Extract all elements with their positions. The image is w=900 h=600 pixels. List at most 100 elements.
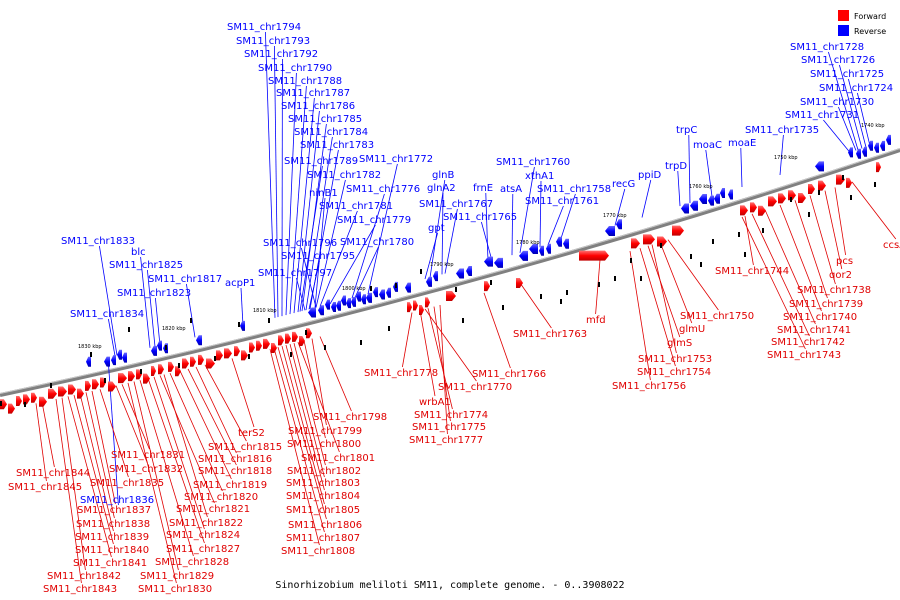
forward-gene-30	[249, 342, 255, 353]
reverse-gene-22	[379, 289, 385, 300]
forward-gene-label: SM11_chr1808	[281, 546, 355, 557]
reverse-gene-12	[325, 299, 330, 310]
reverse-gene-label: SM11_chr1823	[117, 288, 191, 299]
forward-leader-line	[55, 398, 82, 584]
forward-gene-14	[118, 373, 127, 384]
forward-leader-line	[303, 340, 326, 439]
feature-marker	[614, 276, 616, 281]
forward-leader-line	[187, 368, 237, 466]
forward-genes	[0, 162, 881, 414]
legend-reverse-label: Reverse	[854, 27, 886, 36]
forward-gene-57	[798, 193, 806, 204]
feature-marker	[598, 282, 600, 287]
forward-gene-9	[77, 388, 84, 399]
reverse-gene-label: SM11_chr1795	[281, 251, 355, 262]
forward-gene-label: SM11_chr1841	[73, 558, 147, 569]
forward-gene-label: wrbA1	[419, 397, 451, 408]
forward-gene-45	[516, 278, 523, 289]
feature-marker	[540, 294, 542, 299]
reverse-gene-label: SM11_chr1786	[281, 101, 355, 112]
feature-marker	[690, 254, 692, 259]
genome-backbone	[0, 148, 900, 397]
forward-gene-48	[643, 234, 655, 245]
forward-leader-line	[794, 200, 828, 299]
forward-gene-43	[446, 290, 456, 301]
forward-leader-line	[281, 345, 325, 505]
reverse-gene-30	[484, 256, 493, 267]
reverse-gene-46	[728, 189, 733, 200]
forward-leader-line	[824, 190, 843, 270]
reverse-gene-35	[546, 243, 551, 254]
forward-gene-49	[657, 236, 667, 247]
reverse-gene-label: SM11_chr1797	[258, 268, 332, 279]
forward-gene-label: SM11_chr1819	[193, 480, 267, 491]
forward-leader-line	[35, 403, 47, 482]
forward-leader-line	[61, 397, 86, 571]
forward-leader-line	[519, 282, 552, 329]
forward-gene-label: SM11_chr1816	[198, 454, 272, 465]
forward-gene-label: SM11_chr1766	[472, 369, 546, 380]
legend: Forward Reverse	[838, 10, 886, 36]
forward-leader-line	[85, 392, 115, 519]
legend-forward-swatch	[838, 10, 849, 21]
reverse-gene-48	[848, 147, 853, 158]
reverse-gene-label: SM11_chr1780	[340, 237, 414, 248]
forward-gene-31	[256, 340, 262, 351]
forward-gene-11	[92, 379, 99, 390]
forward-gene-label: ccsA	[883, 240, 900, 251]
reverse-leader-line	[828, 51, 859, 150]
reverse-gene-label: moaC	[693, 140, 722, 151]
reverse-gene-label: glnA2	[427, 183, 456, 194]
forward-gene-37	[299, 336, 305, 347]
feature-marker	[214, 356, 216, 361]
reverse-gene-label: SM11_chr1792	[244, 49, 318, 60]
feature-marker	[24, 402, 26, 407]
legend-reverse-swatch	[838, 25, 849, 36]
forward-leader-line	[651, 244, 677, 354]
reverse-leader-line	[641, 179, 652, 218]
reverse-gene-15	[341, 295, 346, 306]
forward-gene-17	[143, 373, 150, 384]
feature-marker	[268, 318, 270, 323]
reverse-gene-label: SM11_chr1730	[800, 97, 874, 108]
forward-gene-label: SM11_chr1778	[364, 368, 438, 379]
reverse-gene-6	[157, 340, 162, 351]
forward-gene-35	[285, 333, 291, 344]
feature-marker	[128, 327, 130, 332]
forward-leader-line	[764, 209, 816, 325]
forward-gene-label: SM11_chr1774	[414, 410, 488, 421]
forward-gene-22	[182, 358, 189, 369]
reverse-gene-label: SM11_chr1817	[148, 274, 222, 285]
forward-gene-label: SM11_chr1805	[286, 505, 360, 516]
forward-leader-line	[179, 370, 232, 480]
forward-gene-label: SM11_chr1827	[166, 544, 240, 555]
reverse-gene-labels: SM11_chr1794 SM11_chr1793 SM11_chr1792 SM11…	[61, 22, 893, 506]
reverse-leader-line	[315, 179, 346, 308]
reverse-gene-13	[331, 302, 336, 313]
reverse-gene-label: SM11_chr1735	[745, 125, 819, 136]
forward-gene-label: SM11_chr1839	[75, 532, 149, 543]
reverse-gene-label: glnB	[432, 170, 454, 181]
forward-gene-32	[263, 338, 270, 349]
forward-leader-line	[115, 385, 148, 464]
forward-gene-label: glmU	[679, 324, 705, 335]
reverse-gene-20	[366, 292, 372, 303]
reverse-gene-47	[815, 161, 824, 172]
forward-leader-line	[427, 308, 453, 410]
feature-marker	[560, 299, 562, 304]
reverse-leader-line	[140, 256, 151, 348]
forward-leader-line	[297, 341, 340, 453]
forward-leader-line	[273, 347, 325, 533]
forward-gene-label: SM11_chr1843	[43, 584, 117, 595]
forward-leader-line	[433, 306, 451, 422]
forward-gene-2	[16, 395, 22, 406]
reverse-leader-line	[240, 287, 244, 326]
reverse-gene-label: SM11_chr1760	[496, 157, 570, 168]
forward-gene-label: SM11_chr1807	[286, 533, 360, 544]
forward-gene-5	[39, 396, 47, 407]
forward-gene-label: SM11_chr1738	[797, 285, 871, 296]
scale-tick-label: 1740 kbp	[861, 123, 885, 129]
forward-leader-line	[147, 378, 205, 544]
forward-leader-line	[285, 344, 325, 491]
forward-gene-label: SM11_chr1803	[286, 478, 360, 489]
